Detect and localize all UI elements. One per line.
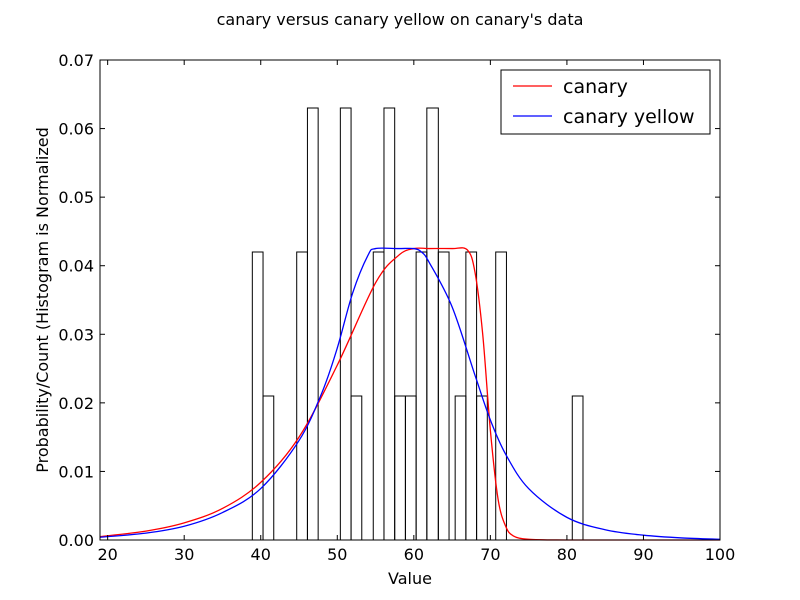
x-tick-label: 20	[97, 545, 117, 564]
y-axis-ticks: 0.00 0.01 0.02 0.03 0.04 0.05 0.06 0.07	[58, 51, 720, 550]
plot-frame	[99, 59, 721, 541]
series-line-canary	[99, 247, 720, 541]
x-tick-label: 80	[557, 545, 577, 564]
histogram-bar	[350, 395, 363, 541]
histogram-bar	[383, 107, 396, 541]
y-tick-label: 0.03	[58, 325, 94, 344]
legend-label-canary-yellow: canary yellow	[563, 106, 695, 128]
histogram-bar	[306, 107, 319, 541]
histogram-bar	[251, 251, 264, 541]
histogram-bar	[465, 251, 478, 541]
y-axis-label: Probability/Count (Histogram is Normaliz…	[33, 127, 52, 473]
histogram-bar	[404, 395, 417, 541]
x-tick-label: 50	[327, 545, 347, 564]
y-tick-label: 0.00	[58, 531, 94, 550]
chart-title: canary versus canary yellow on canary's …	[217, 10, 584, 29]
y-tick-label: 0.07	[58, 51, 94, 70]
histogram-bar	[296, 251, 308, 541]
histogram-bar	[415, 251, 428, 541]
histogram-bar	[372, 251, 385, 541]
x-tick-label: 60	[404, 545, 424, 564]
histogram-bar	[571, 395, 584, 541]
histogram-bar	[394, 395, 406, 541]
x-tick-label: 30	[174, 545, 194, 564]
legend: canary canary yellow	[500, 69, 711, 135]
y-tick-label: 0.06	[58, 120, 94, 139]
y-tick-label: 0.05	[58, 188, 94, 207]
y-tick-label: 0.04	[58, 257, 94, 276]
histogram-bars	[251, 107, 584, 541]
x-axis-label: Value	[388, 569, 432, 588]
series-line-canary-yellow	[99, 247, 721, 540]
y-tick-label: 0.02	[58, 394, 94, 413]
histogram-bar	[426, 107, 439, 541]
histogram-bar	[262, 395, 275, 541]
x-tick-label: 70	[480, 545, 500, 564]
legend-label-canary: canary	[563, 76, 628, 98]
histogram-bar	[339, 107, 352, 541]
x-axis-ticks: 20 30 40 50 60 70 80 90 100	[97, 60, 735, 564]
density-lines	[99, 247, 721, 541]
x-tick-label: 100	[705, 545, 736, 564]
histogram-bar	[476, 395, 488, 541]
legend-box	[500, 69, 711, 135]
x-tick-label: 40	[251, 545, 271, 564]
x-tick-label: 90	[633, 545, 653, 564]
histogram-bar	[454, 395, 467, 541]
y-tick-label: 0.01	[58, 462, 94, 481]
